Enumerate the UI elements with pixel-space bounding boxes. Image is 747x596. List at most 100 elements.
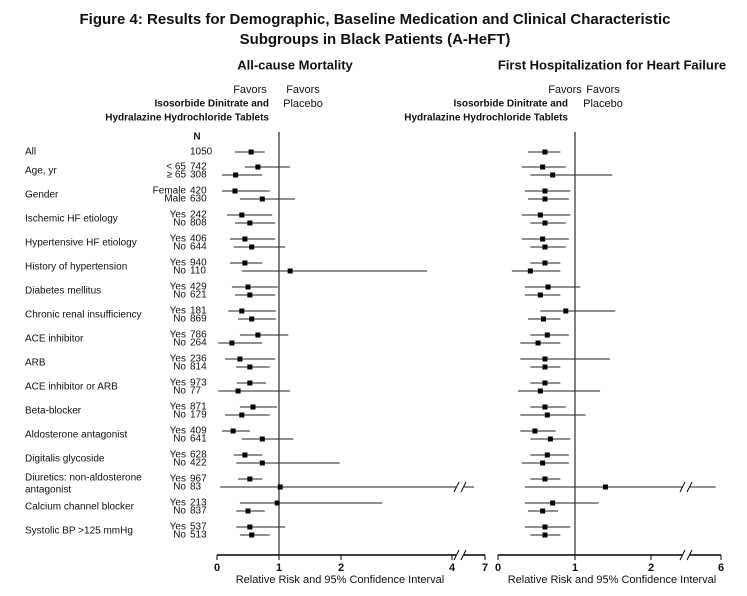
point-estimate [242,236,248,242]
point-estimate [247,380,253,386]
axis-break [679,481,686,493]
axis-break [686,549,693,561]
n-value: 242 [190,210,207,221]
n-value: 814 [190,362,207,373]
n-value: 628 [190,450,207,461]
subgroup-label: < 65 [166,162,186,173]
treatment-label: Hydralazine Hydrochloride Tablets [105,113,269,124]
placebo-label: Placebo [583,98,623,110]
point-estimate [542,188,548,194]
point-estimate [247,476,253,482]
subgroup-label: ≥ 65 [167,170,187,181]
row-label: Gender [25,190,59,201]
favors-label: Favors [548,84,582,96]
n-value: 409 [190,426,207,437]
point-estimate [540,460,546,466]
x-tick-label: 1 [572,562,578,574]
placebo-label: Placebo [283,98,323,110]
axis-break-gap [456,549,464,561]
n-value: 837 [190,506,207,517]
point-estimate [563,308,569,314]
subgroup-label: No [173,242,186,253]
row-label: Systolic BP >125 mmHg [25,526,133,537]
point-estimate [245,284,251,290]
x-tick-label: 0 [495,562,501,574]
row-label: Diabetes mellitus [25,286,101,297]
x-axis-label: Relative Risk and 95% Confidence Interva… [508,574,717,586]
point-estimate [542,364,548,370]
subgroup-label: Yes [170,234,186,245]
point-estimate [249,244,255,250]
title-line: Subgroups in Black Patients (A-HeFT) [240,31,511,48]
n-value: 406 [190,234,207,245]
subgroup-label: Yes [170,258,186,269]
subgroup-label: No [173,410,186,421]
x-tick-label: 0 [214,562,220,574]
subgroup-label: Yes [170,402,186,413]
row-label: Aldosterone antagonist [25,430,128,441]
n-value: 181 [190,306,207,317]
point-estimate [274,500,280,506]
treatment-label: Isosorbide Dinitrate and [155,99,269,110]
n-value: 973 [190,378,207,389]
point-estimate [550,500,556,506]
n-value: 967 [190,474,207,485]
row-label: Beta-blocker [25,406,82,417]
axis-break-gap [682,481,690,493]
n-value: 621 [190,290,207,301]
point-estimate [542,220,548,226]
subgroup-label: Yes [170,354,186,365]
point-estimate [545,284,551,290]
point-estimate [247,524,253,530]
point-estimate [542,380,548,386]
point-estimate [239,308,245,314]
point-estimate [233,172,239,178]
subgroup-label: No [173,338,186,349]
subgroup-label: No [173,314,186,325]
title-line: Figure 4: Results for Demographic, Basel… [80,11,671,28]
subgroup-label: No [173,506,186,517]
point-estimate [542,404,548,410]
subgroup-label: No [173,290,186,301]
point-estimate [542,260,548,266]
subgroup-label: No [173,434,186,445]
point-estimate [239,412,245,418]
subgroup-label: Yes [170,522,186,533]
axis-break [686,481,693,493]
subgroup-label: Male [164,194,186,205]
n-value: 420 [190,186,207,197]
row-label: Age, yr [25,166,57,177]
n-value: 308 [190,170,207,181]
subgroup-label: No [173,218,186,229]
point-estimate [542,149,548,155]
x-tick-label: 4 [449,562,456,574]
row-label: ARB [25,358,46,369]
row-label: Ischemic HF etiology [25,214,118,225]
subgroup-label: No [173,482,186,493]
point-estimate [540,508,546,514]
n-value: 77 [190,386,202,397]
row-label: Calcium channel blocker [25,502,135,513]
n-value: 429 [190,282,207,293]
point-estimate [532,428,538,434]
n-value: 742 [190,162,207,173]
n-value: 630 [190,194,207,205]
point-estimate [249,532,255,538]
point-estimate [535,340,541,346]
x-tick-label: 1 [276,562,282,574]
point-estimate [242,452,248,458]
subgroup-label: Yes [170,210,186,221]
subgroup-label: Yes [170,378,186,389]
favors-label: Favors [586,84,620,96]
point-estimate [542,356,548,362]
row-label: History of hypertension [25,262,127,273]
n-value: 940 [190,258,207,269]
point-estimate [544,412,550,418]
point-estimate [547,436,553,442]
point-estimate [550,172,556,178]
point-estimate [540,164,546,170]
point-estimate [247,292,253,298]
n-value: 110 [190,266,206,277]
point-estimate [277,484,283,490]
